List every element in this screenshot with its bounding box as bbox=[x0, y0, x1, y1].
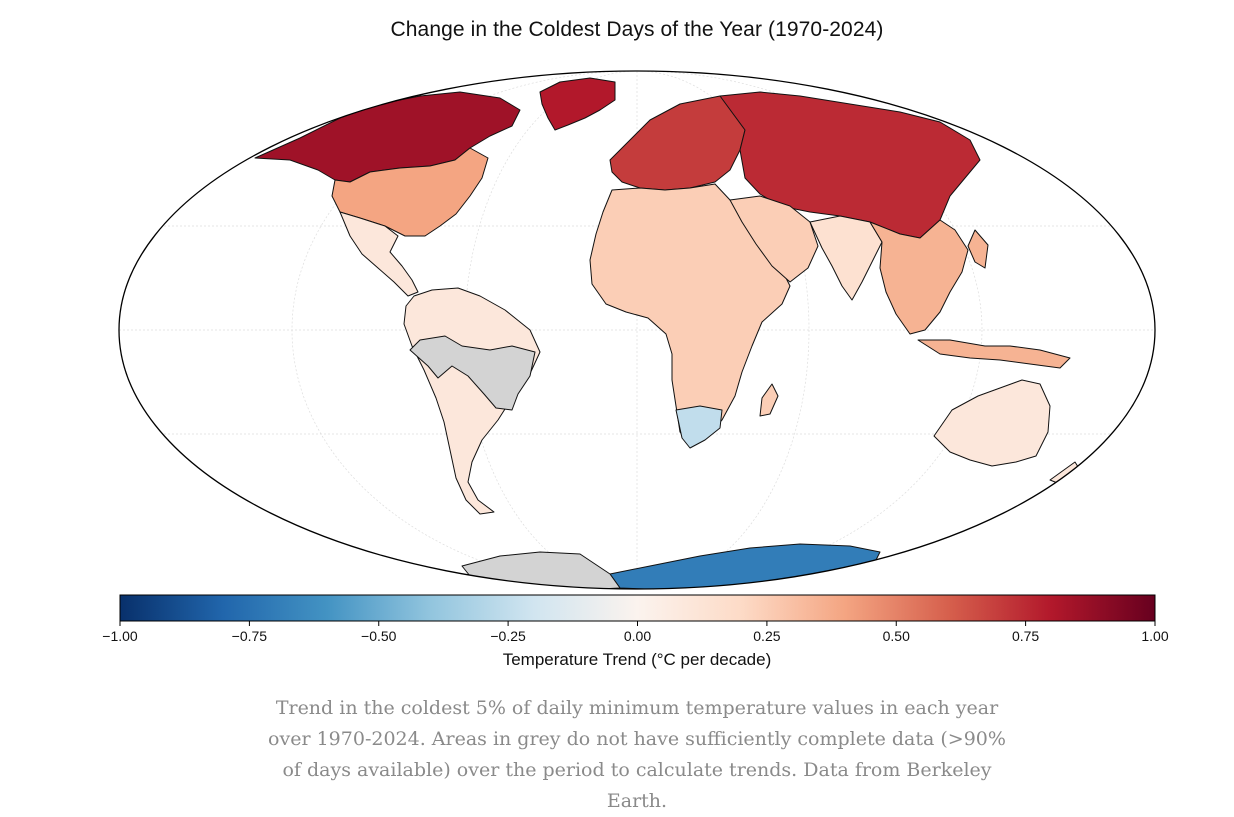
region-greenland bbox=[539, 77, 616, 131]
colorbar-tick-label: −0.50 bbox=[361, 628, 397, 644]
region-india bbox=[809, 215, 883, 301]
colorbar-tick-label: 1.00 bbox=[1141, 628, 1169, 644]
world-map bbox=[118, 70, 1156, 626]
colorbar bbox=[119, 594, 1156, 626]
figure-caption: Trend in the coldest 5% of daily minimum… bbox=[268, 697, 1006, 812]
colorbar-tick-label: −0.75 bbox=[231, 628, 268, 644]
region-australia bbox=[933, 379, 1051, 467]
map-body bbox=[118, 70, 1156, 590]
region-amazon-basin bbox=[409, 335, 536, 411]
colorbar-ticks bbox=[119, 621, 1156, 626]
region-maritime-southeast-asia bbox=[917, 339, 1071, 369]
colorbar-tick-label: −1.00 bbox=[102, 628, 138, 644]
colorbar-tick-label: 0.25 bbox=[753, 628, 781, 644]
region-southern-africa bbox=[675, 405, 723, 449]
region-middle-east bbox=[729, 195, 819, 283]
colorbar-bar bbox=[119, 594, 1156, 622]
region-madagascar bbox=[759, 383, 779, 417]
colorbar-tick-label: 0.00 bbox=[623, 628, 652, 644]
colorbar-tick-label: 0.75 bbox=[1011, 628, 1040, 644]
colorbar-tick-label: 0.50 bbox=[882, 628, 910, 644]
globe-outline bbox=[118, 70, 1156, 590]
colorbar-title: Temperature Trend (°C per decade) bbox=[502, 650, 772, 669]
region-east-asia bbox=[869, 219, 969, 335]
colorbar-tick-label: −0.25 bbox=[490, 628, 526, 644]
region-europe bbox=[609, 95, 751, 191]
region-japan bbox=[967, 229, 989, 269]
map-title: Change in the Coldest Days of the Year (… bbox=[390, 18, 884, 41]
region-mexico-central-america bbox=[339, 211, 419, 297]
